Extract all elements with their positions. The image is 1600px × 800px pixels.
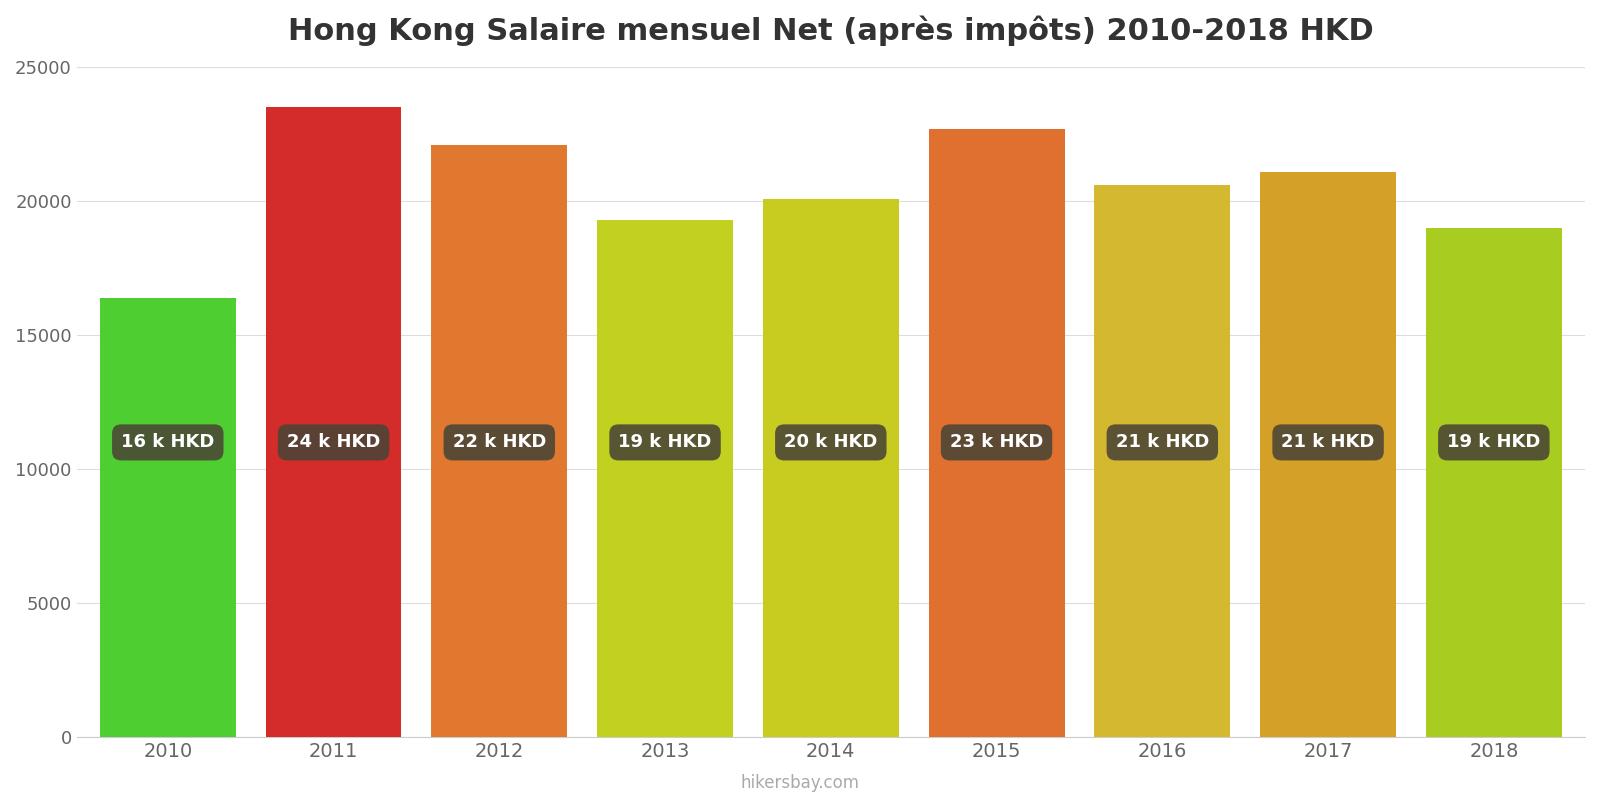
- Text: 22 k HKD: 22 k HKD: [453, 434, 546, 451]
- Text: 19 k HKD: 19 k HKD: [618, 434, 712, 451]
- Text: 19 k HKD: 19 k HKD: [1446, 434, 1541, 451]
- Text: 16 k HKD: 16 k HKD: [122, 434, 214, 451]
- Bar: [432, 145, 568, 737]
- Text: 21 k HKD: 21 k HKD: [1282, 434, 1374, 451]
- Bar: [763, 198, 899, 737]
- Text: 20 k HKD: 20 k HKD: [784, 434, 877, 451]
- Bar: [928, 129, 1064, 737]
- Bar: [99, 298, 235, 737]
- Text: 21 k HKD: 21 k HKD: [1115, 434, 1210, 451]
- Title: Hong Kong Salaire mensuel Net (après impôts) 2010-2018 HKD: Hong Kong Salaire mensuel Net (après imp…: [288, 15, 1374, 46]
- Bar: [1094, 185, 1230, 737]
- Bar: [1261, 172, 1397, 737]
- Bar: [1426, 228, 1562, 737]
- Text: 23 k HKD: 23 k HKD: [950, 434, 1043, 451]
- Bar: [597, 220, 733, 737]
- Text: 24 k HKD: 24 k HKD: [286, 434, 381, 451]
- Bar: [266, 107, 402, 737]
- Text: hikersbay.com: hikersbay.com: [741, 774, 859, 792]
